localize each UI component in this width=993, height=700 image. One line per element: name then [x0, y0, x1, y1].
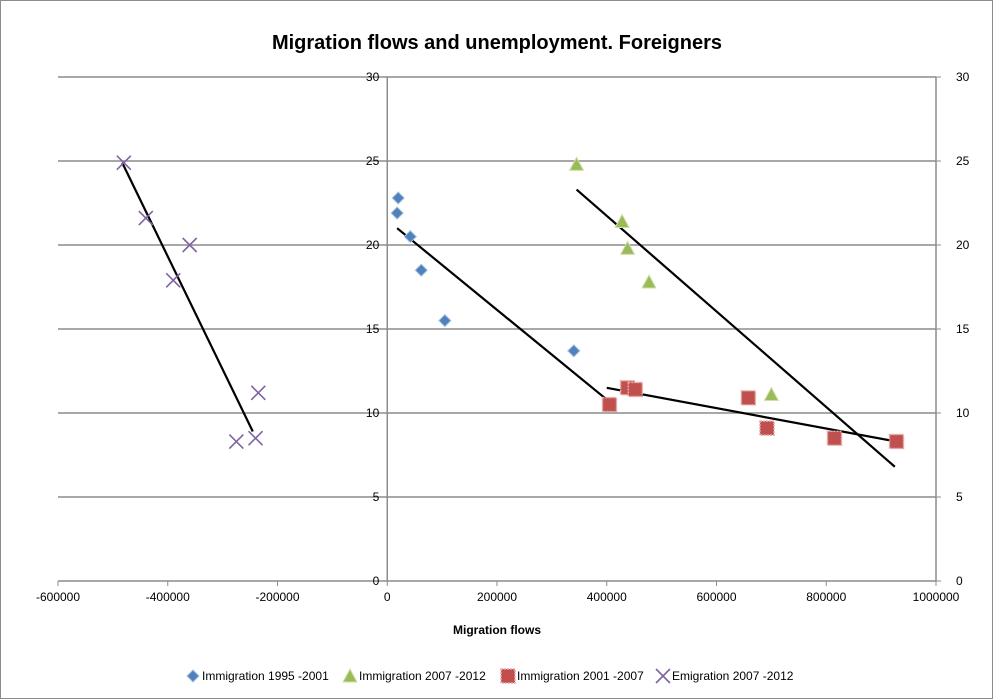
x-tick-label: 0: [384, 590, 391, 604]
legend-label: Immigration 1995 -2001: [202, 669, 329, 683]
legend-entry: Immigration 1995 -2001: [186, 669, 329, 683]
series-2-point: [641, 273, 657, 289]
series-3-trendline: [606, 386, 897, 443]
grid-layer: [58, 76, 936, 498]
series-1-trendline: [396, 227, 608, 401]
y-tick-label: 0: [373, 574, 380, 588]
series-1-point: [414, 263, 428, 277]
y-tick-label: 5: [373, 490, 380, 504]
series-1-point: [403, 229, 418, 244]
series-1-point: [567, 344, 581, 358]
y-tick-label: 30: [366, 70, 380, 84]
series-1-point: [391, 191, 405, 205]
y2-tick-label: 15: [956, 322, 970, 336]
series-2-point: [568, 156, 585, 171]
legend: Immigration 1995 -2001 Immigration 2007 -…: [186, 667, 794, 684]
series-3-point: [826, 430, 843, 446]
x-tick-label: 200000: [477, 590, 517, 604]
y-tick-label: 10: [366, 406, 380, 420]
series-3-point: [888, 433, 905, 450]
legend-entry: Immigration 2001 -2007: [500, 668, 644, 684]
x-tick-label: 600000: [696, 590, 736, 604]
legend-marker: [500, 668, 516, 684]
legend-label: Immigration 2001 -2007: [517, 669, 644, 683]
series-1-point: [438, 313, 452, 328]
series-4-point: [247, 430, 264, 446]
legend-label: Emigration 2007 -2012: [672, 669, 794, 683]
legend-entry: Immigration 2007 -2012: [342, 667, 486, 683]
series-2-point: [763, 386, 780, 402]
x-tick-label: 400000: [587, 590, 627, 604]
y2-tick-label: 25: [956, 154, 970, 168]
x-tick-label: -400000: [146, 590, 190, 604]
legend-marker: [186, 669, 200, 683]
series-2-point: [614, 213, 630, 228]
series-3-point: [759, 420, 775, 436]
y-tick-label: 20: [366, 238, 380, 252]
legend-marker: [655, 668, 671, 684]
legend-marker: [342, 667, 358, 683]
y2-tick-label: 20: [956, 238, 970, 252]
series-4-point: [138, 210, 154, 226]
series-1-point: [390, 206, 404, 220]
x-axis-label: Migration flows: [453, 623, 541, 637]
series-4-point: [165, 272, 181, 288]
series-2-point: [619, 240, 636, 255]
series-3-point: [740, 390, 757, 406]
trend-layer: [121, 162, 897, 468]
series-4-point: [182, 237, 198, 253]
point-layer: [116, 155, 905, 450]
series-4-trendline: [121, 162, 254, 432]
series-4-point: [228, 433, 244, 450]
x-tick-label: 800000: [806, 590, 846, 604]
x-tick-label: -200000: [255, 590, 299, 604]
series-2-trendline: [575, 188, 896, 468]
series-4-point: [250, 385, 266, 401]
chart-title: Migration flows and unemployment. Foreig…: [272, 32, 722, 54]
y-tick-label: 25: [366, 154, 380, 168]
tick-layer: -600000 -400000 -200000 0 200000 400000 600000…: [36, 70, 970, 604]
y2-tick-label: 10: [956, 406, 970, 420]
y2-tick-label: 0: [956, 574, 963, 588]
y2-tick-label: 5: [956, 490, 963, 504]
series-4-point: [116, 155, 132, 171]
series-3-point: [601, 396, 618, 413]
y-tick-label: 15: [366, 322, 380, 336]
legend-entry: Emigration 2007 -2012: [655, 668, 794, 684]
series-3-point: [627, 381, 644, 398]
x-tick-label: -600000: [36, 590, 80, 604]
y2-tick-label: 30: [956, 70, 970, 84]
legend-label: Immigration 2007 -2012: [359, 669, 486, 683]
x-tick-label: 1000000: [913, 590, 960, 604]
